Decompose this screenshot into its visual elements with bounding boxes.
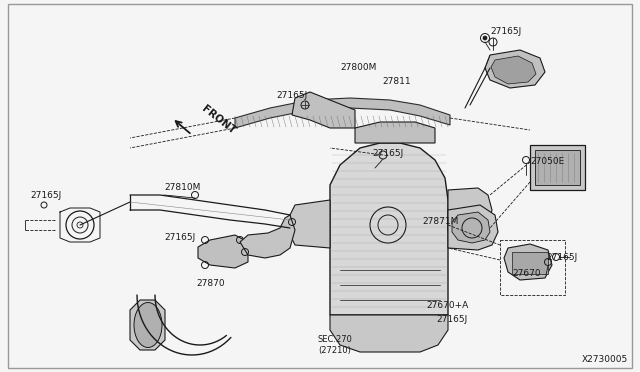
Bar (530, 145, 585, 190)
Text: 27811: 27811 (382, 77, 411, 87)
Text: 27800M: 27800M (340, 64, 376, 73)
Polygon shape (491, 56, 536, 84)
Polygon shape (452, 212, 490, 243)
Polygon shape (448, 205, 498, 250)
Polygon shape (198, 235, 248, 268)
Text: 27670+A: 27670+A (426, 301, 468, 310)
Text: SEC.270: SEC.270 (318, 336, 353, 344)
Bar (512, 252, 548, 274)
Polygon shape (235, 98, 450, 128)
Text: 27810M: 27810M (164, 183, 200, 192)
Polygon shape (448, 188, 492, 232)
Text: 27165J: 27165J (436, 315, 467, 324)
Polygon shape (330, 143, 448, 315)
Text: 27165J: 27165J (372, 148, 403, 157)
Text: 27165J: 27165J (164, 232, 195, 241)
Ellipse shape (134, 302, 162, 347)
Text: (27210): (27210) (318, 346, 351, 356)
Text: 27165J: 27165J (276, 92, 307, 100)
Polygon shape (485, 50, 545, 88)
Text: FRONT: FRONT (200, 104, 237, 136)
Polygon shape (290, 200, 330, 248)
Polygon shape (130, 300, 165, 350)
Circle shape (483, 36, 487, 40)
Polygon shape (504, 244, 552, 280)
Text: 27871M: 27871M (422, 218, 458, 227)
Text: 27165J: 27165J (546, 253, 577, 263)
Polygon shape (292, 92, 355, 128)
Text: 27050E: 27050E (530, 157, 564, 167)
Text: 27165J: 27165J (30, 190, 61, 199)
Text: 27870: 27870 (196, 279, 225, 289)
Polygon shape (330, 315, 448, 352)
Bar (500, 240, 565, 295)
Polygon shape (355, 122, 435, 143)
Text: 27165J: 27165J (490, 28, 521, 36)
Polygon shape (240, 215, 295, 258)
Bar (535, 150, 580, 185)
Text: 27670: 27670 (512, 269, 541, 279)
Text: X2730005: X2730005 (582, 355, 628, 364)
